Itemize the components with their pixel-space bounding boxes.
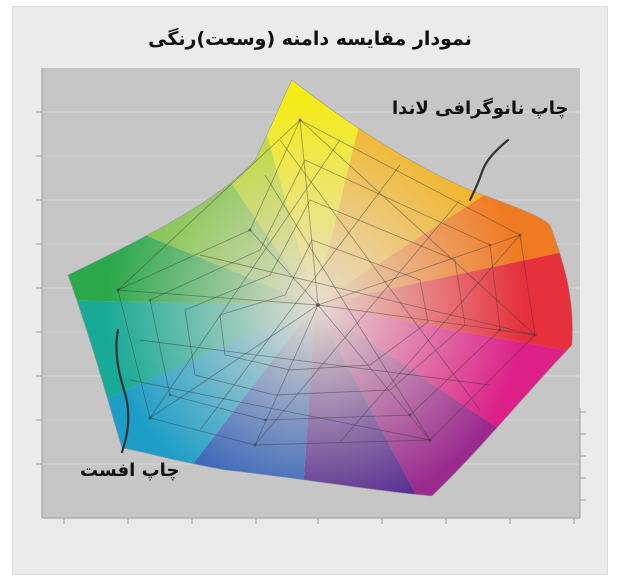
landa-callout-label: چاپ نانوگرافی لاندا	[392, 98, 569, 119]
mesh-vertices	[116, 118, 537, 447]
page-title: نمودار مقایسه دامنه (وسعت)رنگی	[148, 28, 472, 50]
offset-callout-leader	[115, 328, 130, 454]
landa-callout-leader	[468, 138, 510, 202]
offset-callout-label: چاپ افست	[80, 460, 180, 481]
x-axis-ticks	[63, 518, 575, 524]
right-axis-ticks	[580, 411, 586, 501]
y-axis-ticks	[36, 111, 42, 465]
